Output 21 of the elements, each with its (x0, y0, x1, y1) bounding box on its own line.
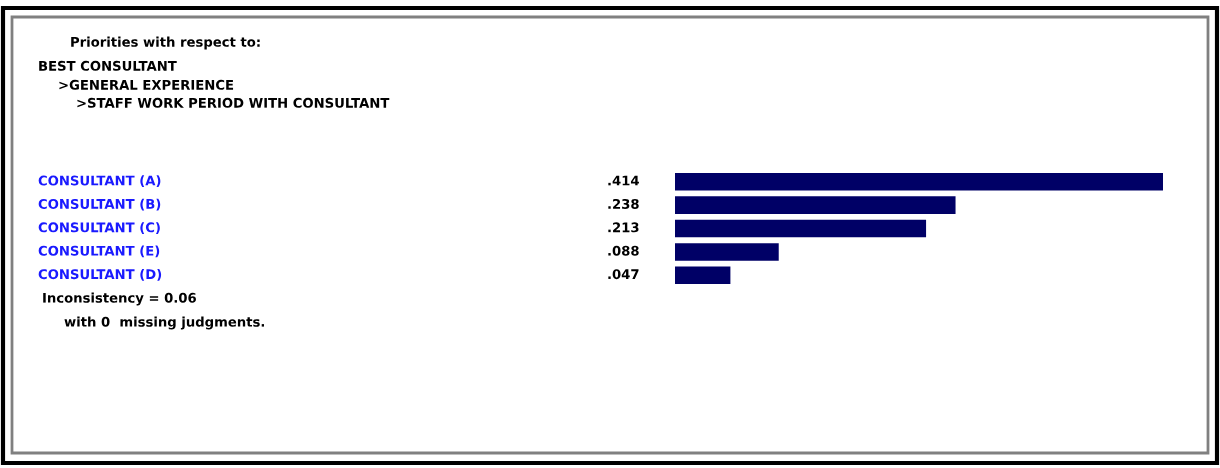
text: >GENERAL EXPERIENCE (59, 79, 234, 90)
bar (675, 172, 1163, 191)
text: BEST CONSULTANT (39, 60, 177, 71)
y-tick-label: CONSULTANT (D) (38, 268, 162, 281)
y-tick-label: CONSULTANT (B) (38, 198, 161, 211)
y-tick-label: CONSULTANT (A) (38, 175, 161, 188)
bar (675, 219, 927, 238)
bar (675, 196, 956, 214)
text: Priorities with respect to: (71, 36, 260, 50)
bar (675, 243, 779, 261)
y-tick-label: CONSULTANT (E) (38, 245, 160, 258)
text: >STAFF WORK PERIOD WITH CONSULTANT (77, 97, 390, 108)
data-label: .213 (608, 222, 639, 233)
data-label: .414 (608, 175, 639, 186)
y-tick-label: CONSULTANT (C) (38, 222, 160, 234)
data-label: .047 (608, 269, 639, 280)
data-label: .238 (608, 198, 639, 209)
text: Inconsistency = 0.06 (43, 292, 196, 306)
data-label: .088 (608, 245, 639, 256)
text: with 0 missing judgments. (64, 316, 265, 330)
bar (675, 266, 731, 285)
